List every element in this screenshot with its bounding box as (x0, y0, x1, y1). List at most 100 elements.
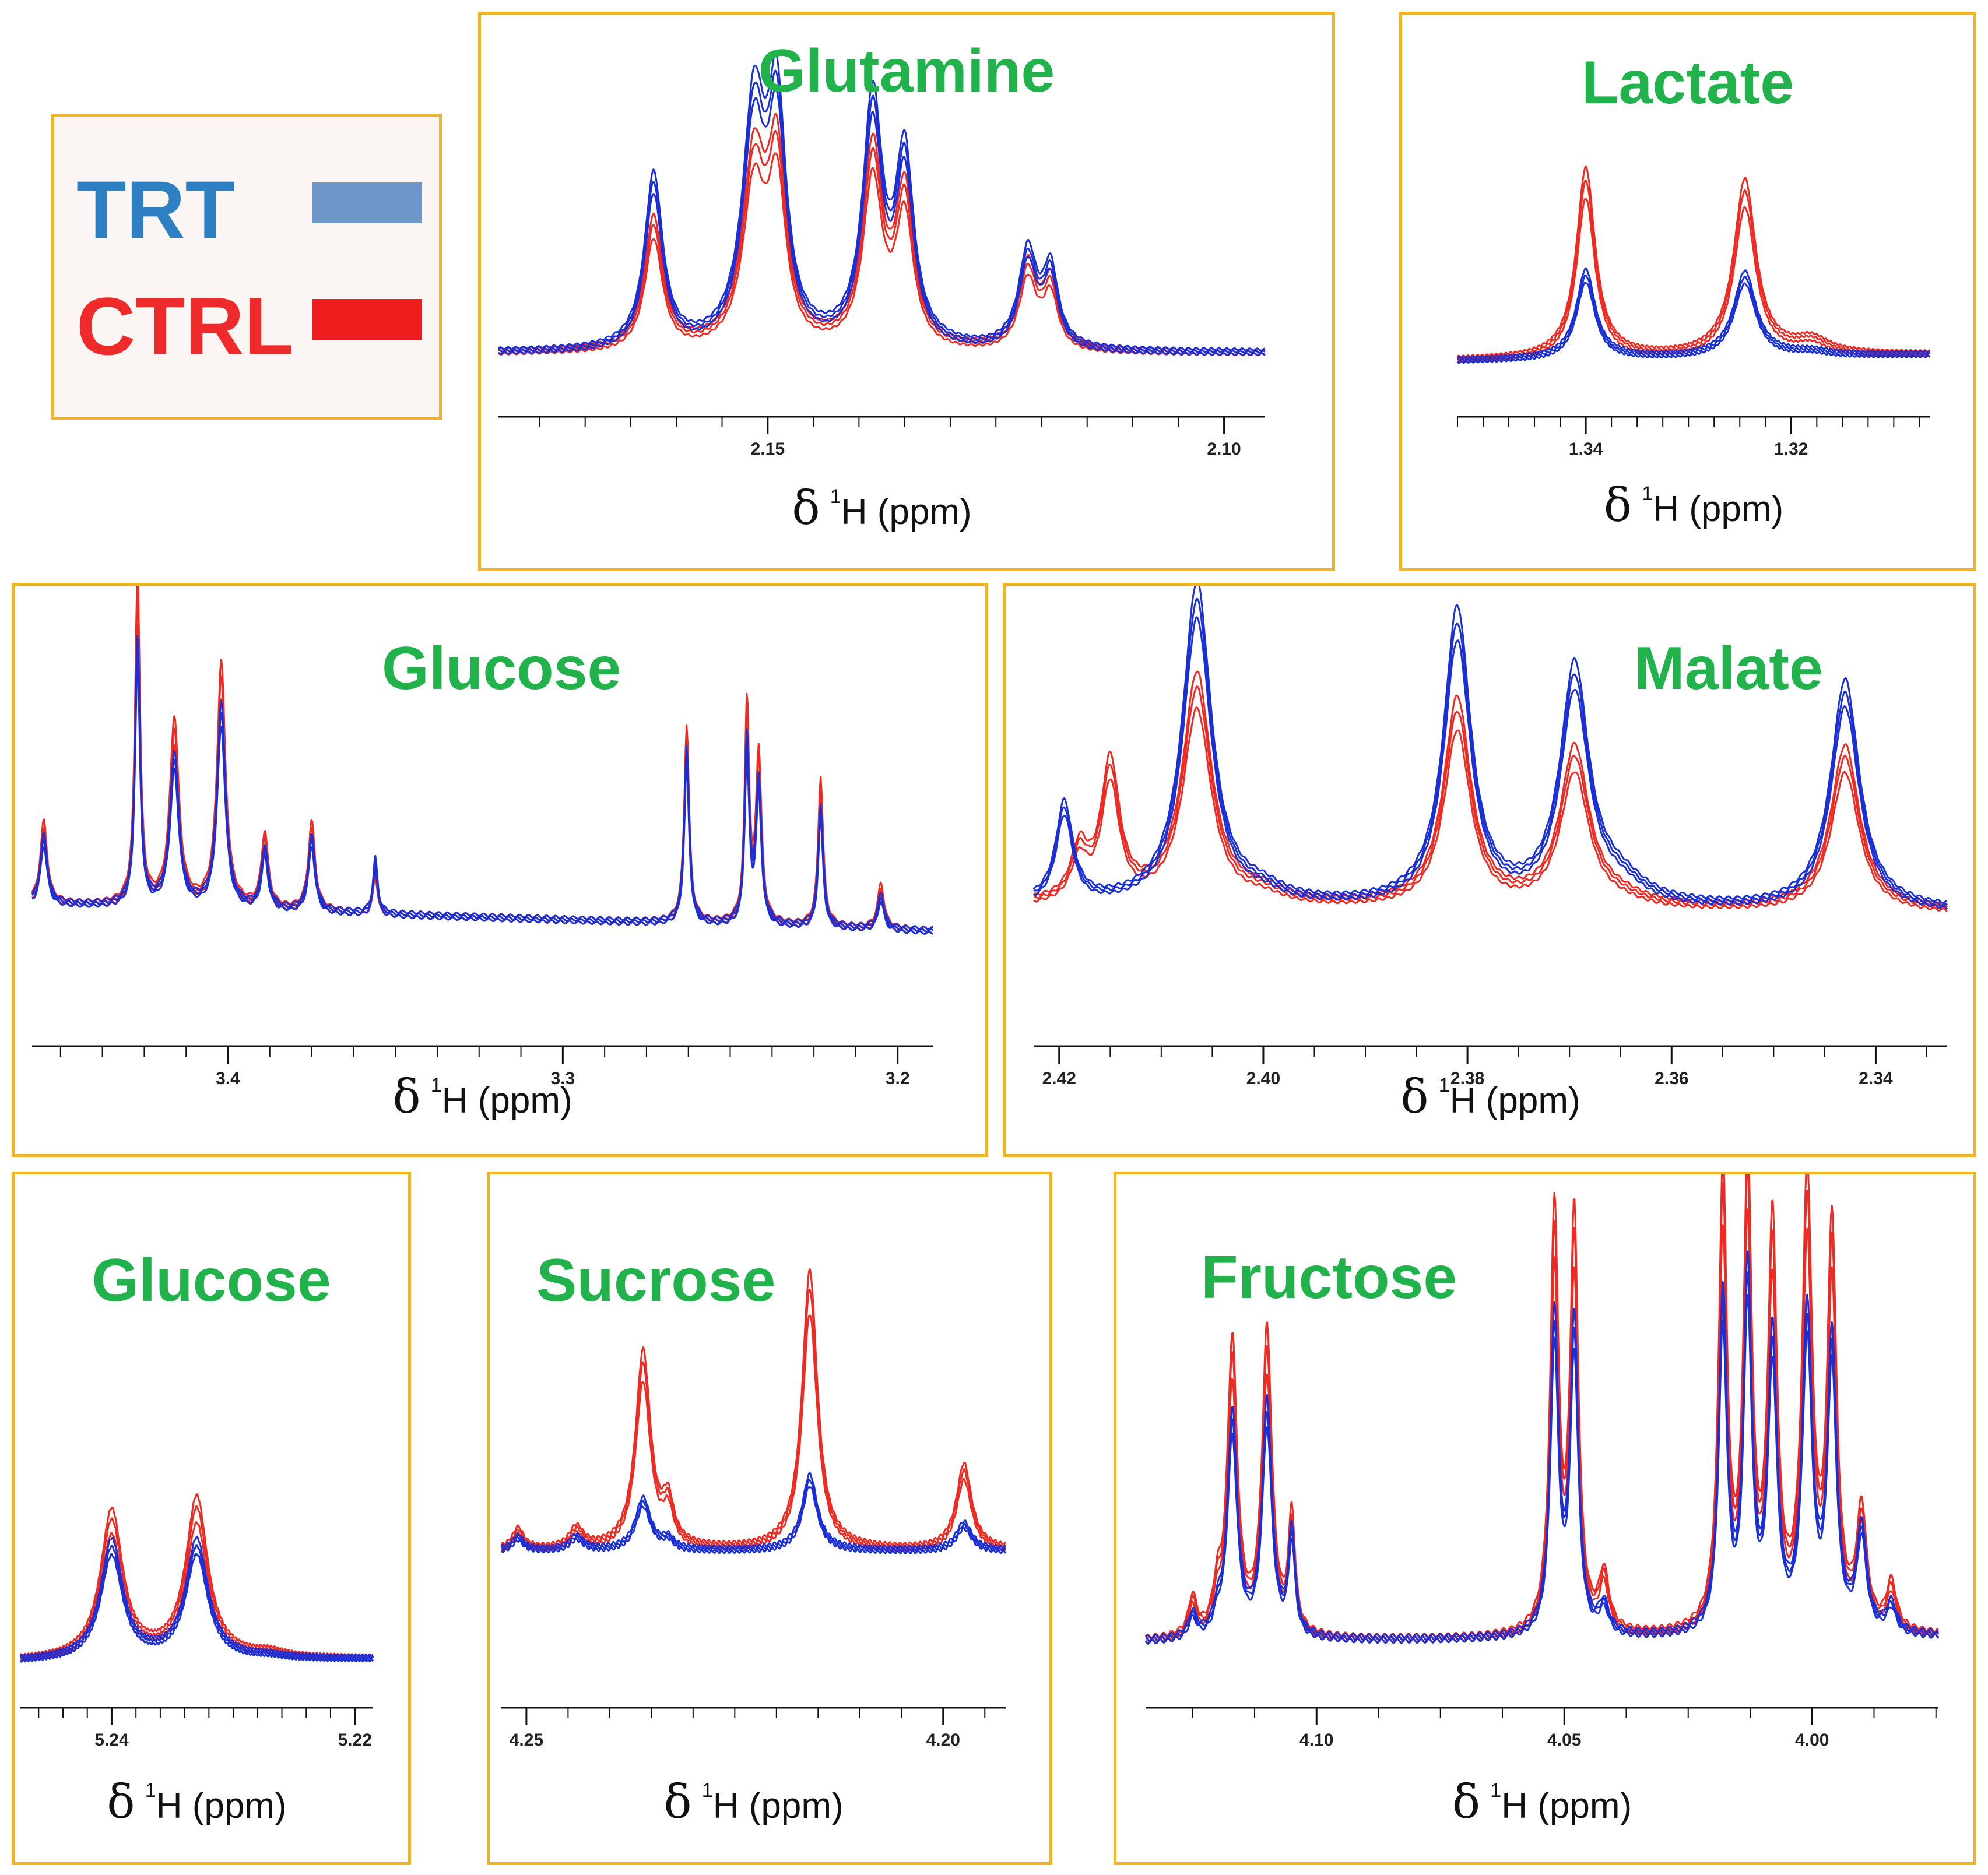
spectrum-ctrl-replicate-2 (1146, 1174, 1940, 1642)
x-axis-label: δ 1H (ppm) (1116, 1775, 1968, 1829)
legend-label-ctrl: CTRL (76, 280, 294, 372)
spectrum-ctrl-replicate-3 (1033, 706, 1948, 912)
axis-unit-text: H (ppm) (1653, 489, 1784, 529)
x-tick-label: 3.3 (550, 1069, 575, 1088)
spectrum-ctrl-replicate-3 (1456, 198, 1930, 363)
axis-unit-text: H (ppm) (712, 1786, 844, 1826)
x-axis-label: δ 1H (ppm) (459, 481, 1305, 535)
spectrum-trt-replicate-3 (31, 664, 933, 935)
x-tick-label: 3.4 (216, 1069, 240, 1088)
glucose-panel-2: 5.24 5.22 Glucose δ 1H (ppm) (12, 1172, 411, 1865)
spectrum-trt-replicate-1 (19, 1535, 374, 1658)
spectrum-trt-replicate-3 (1033, 616, 1948, 910)
x-tick-label: 4.05 (1547, 1730, 1581, 1750)
x-tick-label: 2.36 (1655, 1069, 1688, 1088)
spectrum-plot: 1.34 1.32 (1456, 166, 1930, 459)
legend-swatch-ctrl (312, 299, 422, 340)
x-axis-label: δ 1H (ppm) (3, 1775, 391, 1829)
spectrum-trt-replicate-1 (1456, 267, 1930, 359)
delta-symbol: δ (1400, 1070, 1429, 1124)
fructose-panel: 4.10 4.05 4.00 Fructose δ 1H (ppm) (1114, 1172, 1976, 1865)
legend-label-trt: TRT (76, 164, 236, 255)
spectrum-ctrl-replicate-3 (500, 1314, 1007, 1552)
isotope-superscript: 1 (145, 1779, 156, 1802)
chart-title: Fructose (1201, 1244, 1457, 1311)
spectrum-plot: 2.15 2.10 (498, 52, 1266, 459)
spectrum-trt-replicate-1 (498, 52, 1266, 351)
legend-swatch-trt (312, 182, 422, 223)
isotope-superscript: 1 (1490, 1779, 1502, 1802)
x-tick-label: 4.00 (1795, 1730, 1829, 1750)
x-tick-label: 2.40 (1246, 1069, 1280, 1088)
x-tick-label: 2.34 (1859, 1069, 1893, 1088)
spectrum-ctrl-replicate-2 (1457, 180, 1930, 361)
delta-symbol: δ (1452, 1775, 1481, 1829)
spectrum-trt-replicate-2 (498, 69, 1266, 354)
axis-unit-text: H (ppm) (841, 492, 972, 532)
spectrum-plot: 4.10 4.05 4.00 (1144, 1174, 1940, 1750)
spectrum-trt-replicate-1 (500, 1472, 1006, 1550)
x-tick-label: 2.38 (1450, 1069, 1484, 1088)
spectrum-ctrl-replicate-2 (501, 1288, 1007, 1549)
x-axis-label: δ 1H (ppm) (477, 1775, 1031, 1829)
spectrum-trt-replicate-2 (20, 1544, 374, 1661)
spectrum-plot: 2.42 2.40 2.38 2.36 2.34 (1032, 586, 1948, 1088)
chart-title: Lactate (1581, 49, 1794, 117)
spectrum-trt-replicate-3 (500, 1486, 1007, 1554)
spectrum-ctrl-replicate-1 (19, 1493, 374, 1657)
chart-title: Glutamine (758, 37, 1055, 105)
delta-symbol: δ (107, 1775, 135, 1829)
delta-symbol: δ (663, 1775, 692, 1829)
spectrum-plot: 4.25 4.20 (500, 1268, 1007, 1750)
x-tick-label: 2.10 (1207, 439, 1241, 459)
lactate-panel: 1.34 1.32 Lactate δ 1H (ppm) (1399, 12, 1976, 571)
x-tick-label: 5.22 (338, 1730, 372, 1750)
x-tick-label: 2.15 (751, 439, 785, 459)
x-tick-label: 4.25 (510, 1730, 543, 1750)
spectrum-trt-replicate-3 (19, 1553, 374, 1663)
spectrum-trt-replicate-2 (1457, 274, 1930, 362)
delta-symbol: δ (392, 1070, 421, 1124)
x-tick-label: 4.20 (926, 1730, 960, 1750)
isotope-superscript: 1 (701, 1779, 713, 1802)
chart-title: Sucrose (536, 1247, 776, 1314)
sucrose-panel: 4.25 4.20 Sucrose δ 1H (ppm) (487, 1172, 1052, 1865)
malate-panel: 2.42 2.40 2.38 2.36 2.34 Malate δ 1H (ppm) (1003, 583, 1976, 1157)
chart-title: Glucose (382, 635, 621, 702)
spectrum-trt-replicate-1 (1032, 586, 1948, 904)
x-axis-label: δ 1H (ppm) (1411, 478, 1976, 532)
spectrum-trt-replicate-3 (1144, 1294, 1940, 1645)
spectrum-plot: 3.4 3.3 3.2 (31, 586, 933, 1088)
x-tick-label: 2.42 (1042, 1069, 1076, 1088)
x-tick-label: 4.10 (1299, 1730, 1333, 1750)
spectrum-ctrl-replicate-1 (1456, 166, 1930, 358)
chart-title: Glucose (92, 1247, 331, 1314)
x-tick-label: 3.2 (886, 1069, 910, 1088)
glucose-panel-1: 3.4 3.3 3.2 Glucose δ 1H (ppm) (12, 583, 988, 1157)
axis-unit-text: H (ppm) (156, 1786, 287, 1826)
isotope-superscript: 1 (830, 486, 841, 508)
chart-title: Malate (1634, 635, 1823, 702)
axis-unit-text: H (ppm) (1449, 1081, 1580, 1121)
x-axis-label: δ 1H (ppm) (1010, 1070, 1972, 1124)
isotope-superscript: 1 (1438, 1074, 1450, 1096)
glutamine-panel: 2.15 2.10 Glutamine δ 1H (ppm) (478, 12, 1335, 571)
delta-symbol: δ (792, 481, 820, 535)
spectrum-plot: 5.24 5.22 (19, 1493, 374, 1750)
spectrum-ctrl-replicate-1 (500, 1268, 1006, 1546)
x-axis-label: δ 1H (ppm) (0, 1070, 965, 1124)
legend-panel: TRT CTRL (51, 114, 442, 420)
isotope-superscript: 1 (1642, 483, 1653, 505)
x-tick-label: 1.32 (1774, 439, 1808, 459)
spectrum-ctrl-replicate-2 (1033, 685, 1948, 909)
isotope-superscript: 1 (430, 1074, 442, 1096)
spectrum-trt-replicate-3 (498, 87, 1266, 356)
spectrum-ctrl-replicate-2 (20, 1505, 374, 1660)
x-tick-label: 5.24 (94, 1730, 129, 1750)
x-tick-label: 1.34 (1569, 439, 1603, 459)
axis-unit-text: H (ppm) (441, 1081, 572, 1121)
spectrum-trt-replicate-2 (1033, 597, 1948, 907)
spectrum-trt-replicate-3 (1456, 282, 1930, 364)
axis-unit-text: H (ppm) (1501, 1786, 1632, 1826)
delta-symbol: δ (1603, 478, 1632, 532)
